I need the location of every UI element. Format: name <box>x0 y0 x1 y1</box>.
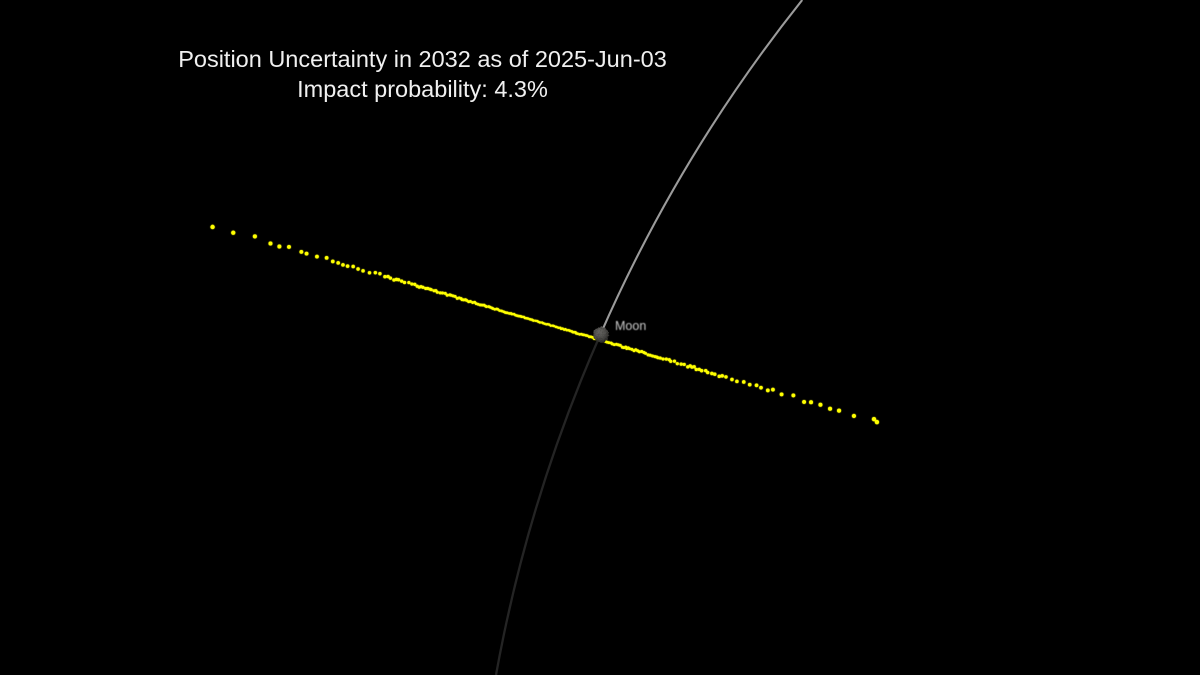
svg-text:Moon: Moon <box>615 319 646 333</box>
